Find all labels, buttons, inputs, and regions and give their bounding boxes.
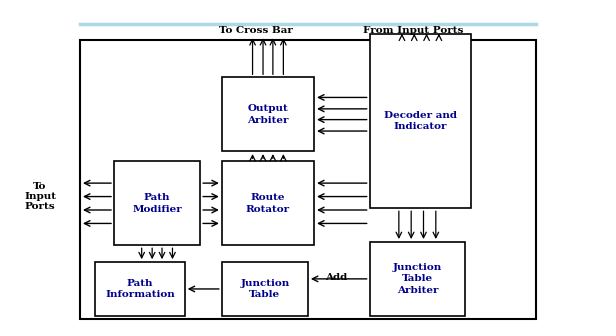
FancyBboxPatch shape xyxy=(222,262,308,316)
FancyBboxPatch shape xyxy=(95,262,185,316)
Text: To Cross Bar: To Cross Bar xyxy=(219,26,293,35)
Text: Path
Modifier: Path Modifier xyxy=(132,193,182,214)
Text: Junction
Table
Arbiter: Junction Table Arbiter xyxy=(393,262,442,295)
FancyBboxPatch shape xyxy=(222,77,314,151)
Text: Decoder and
Indicator: Decoder and Indicator xyxy=(384,111,457,131)
FancyBboxPatch shape xyxy=(370,242,465,316)
FancyBboxPatch shape xyxy=(114,161,200,245)
Text: Output
Arbiter: Output Arbiter xyxy=(247,104,289,125)
Text: Route
Rotator: Route Rotator xyxy=(246,193,290,214)
FancyBboxPatch shape xyxy=(222,161,314,245)
FancyBboxPatch shape xyxy=(80,40,536,319)
Text: Path
Information: Path Information xyxy=(105,279,175,299)
Text: To
Input
Ports: To Input Ports xyxy=(24,182,56,211)
Text: From Input Ports: From Input Ports xyxy=(363,26,463,35)
FancyBboxPatch shape xyxy=(370,34,471,208)
Text: Junction
Table: Junction Table xyxy=(240,279,290,299)
Text: Add: Add xyxy=(325,273,347,282)
